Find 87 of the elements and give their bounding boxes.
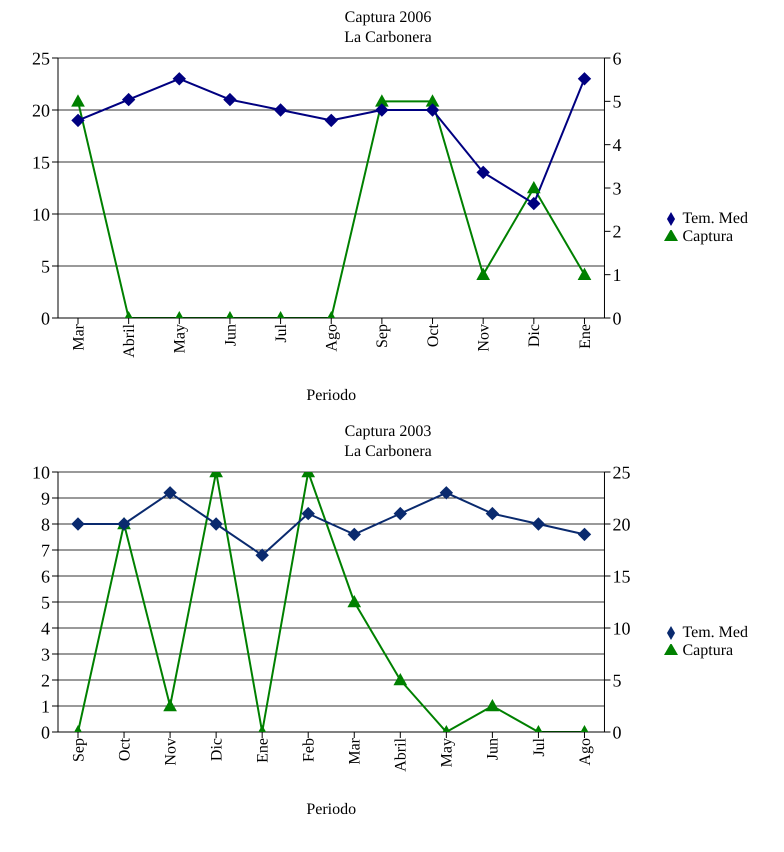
y-tick-label: 2 — [41, 670, 50, 690]
y-tick-label: 1 — [41, 696, 50, 716]
y2-tick-label: 25 — [612, 462, 630, 482]
y-tick-label: 8 — [41, 514, 50, 534]
y-tick-label: 4 — [41, 618, 50, 638]
legend-label: Tem. Med — [682, 624, 748, 641]
point — [527, 197, 540, 210]
y2-tick-label: 4 — [612, 135, 622, 156]
point — [440, 486, 453, 500]
x-tick-label: Oct — [424, 323, 442, 348]
y-tick-label: 9 — [41, 488, 50, 508]
point — [172, 72, 186, 86]
point — [72, 518, 84, 530]
y-tick-label: 6 — [41, 566, 50, 586]
point — [122, 93, 136, 106]
legend-label: Captura — [682, 642, 734, 659]
point — [210, 518, 223, 530]
y2-tick-label: 5 — [612, 670, 622, 690]
point — [426, 104, 440, 116]
y2-tick-label: 15 — [612, 566, 630, 586]
y2-tick-label: 0 — [612, 308, 622, 328]
legend-label: Captura — [682, 228, 734, 245]
y2-tick-label: 0 — [612, 722, 622, 742]
y2-tick-label: 1 — [612, 265, 622, 286]
y2-tick-label: 20 — [612, 514, 630, 534]
point — [476, 166, 490, 179]
point — [302, 507, 315, 520]
y-tick-label: 20 — [32, 100, 50, 120]
chart-title: Captura 2006 — [344, 8, 432, 28]
y-tick-label: 5 — [41, 256, 50, 276]
x-tick-label: Oct — [116, 737, 134, 762]
x-tick-label: May — [438, 738, 456, 768]
y-tick-label: 3 — [41, 644, 50, 664]
point — [348, 528, 361, 541]
x-tick-label: Mar — [70, 323, 88, 351]
y-tick-label: 7 — [41, 540, 50, 560]
point — [72, 114, 84, 127]
point — [394, 507, 407, 520]
x-tick-label: Sep — [70, 738, 88, 762]
x-tick-label: Abril — [392, 737, 410, 772]
y2-tick-label: 10 — [612, 618, 630, 638]
y-tick-label: 5 — [41, 592, 50, 612]
point — [348, 596, 361, 608]
point — [274, 104, 288, 116]
point — [375, 104, 388, 116]
x-tick-label: Mar — [346, 737, 364, 765]
x-tick-label: Dic — [526, 324, 544, 348]
y-tick-label: 10 — [32, 462, 50, 482]
y2-tick-label: 5 — [612, 92, 622, 112]
x-tick-label: May — [172, 324, 189, 354]
x-axis-title: Periodo — [306, 387, 356, 404]
x-tick-label: Ene — [576, 324, 594, 349]
point — [164, 486, 177, 500]
y-tick-label: 10 — [32, 204, 50, 224]
x-tick-label: Jun — [484, 738, 502, 760]
point — [532, 518, 545, 530]
point — [578, 72, 591, 86]
x-tick-label: Feb — [300, 738, 318, 762]
y2-tick-label: 6 — [612, 48, 622, 68]
point — [527, 182, 540, 194]
point — [578, 528, 591, 541]
legend-label: Tem. Med — [682, 210, 748, 227]
chart-subtitle: La Carbonera — [343, 442, 433, 462]
x-axis-title: Periodo — [306, 801, 356, 818]
x-tick-label: Jul — [272, 323, 290, 343]
x-tick-label: Ene — [254, 738, 272, 763]
chart-title: Captura 2003 — [344, 422, 432, 442]
x-tick-label: Dic — [208, 738, 226, 762]
point — [486, 507, 499, 520]
y2-tick-label: 3 — [612, 178, 622, 198]
x-tick-label: Ago — [324, 324, 341, 352]
y2-tick-label: 2 — [612, 222, 622, 242]
y-tick-label: 0 — [41, 722, 50, 742]
point — [72, 94, 84, 107]
x-tick-label: Nov — [476, 324, 493, 352]
x-tick-label: Jun — [222, 324, 240, 346]
x-tick-label: Abril — [121, 323, 138, 358]
point — [223, 93, 236, 106]
chart-subtitle: La Carbonera — [343, 28, 433, 48]
point — [256, 548, 269, 562]
x-tick-label: Jul — [530, 737, 548, 757]
y-tick-label: 0 — [41, 308, 50, 328]
x-tick-label: Nov — [162, 738, 180, 766]
y-tick-label: 15 — [32, 152, 50, 172]
y-tick-label: 25 — [32, 48, 50, 68]
x-tick-label: Ago — [576, 738, 594, 766]
x-tick-label: Sep — [374, 324, 392, 348]
